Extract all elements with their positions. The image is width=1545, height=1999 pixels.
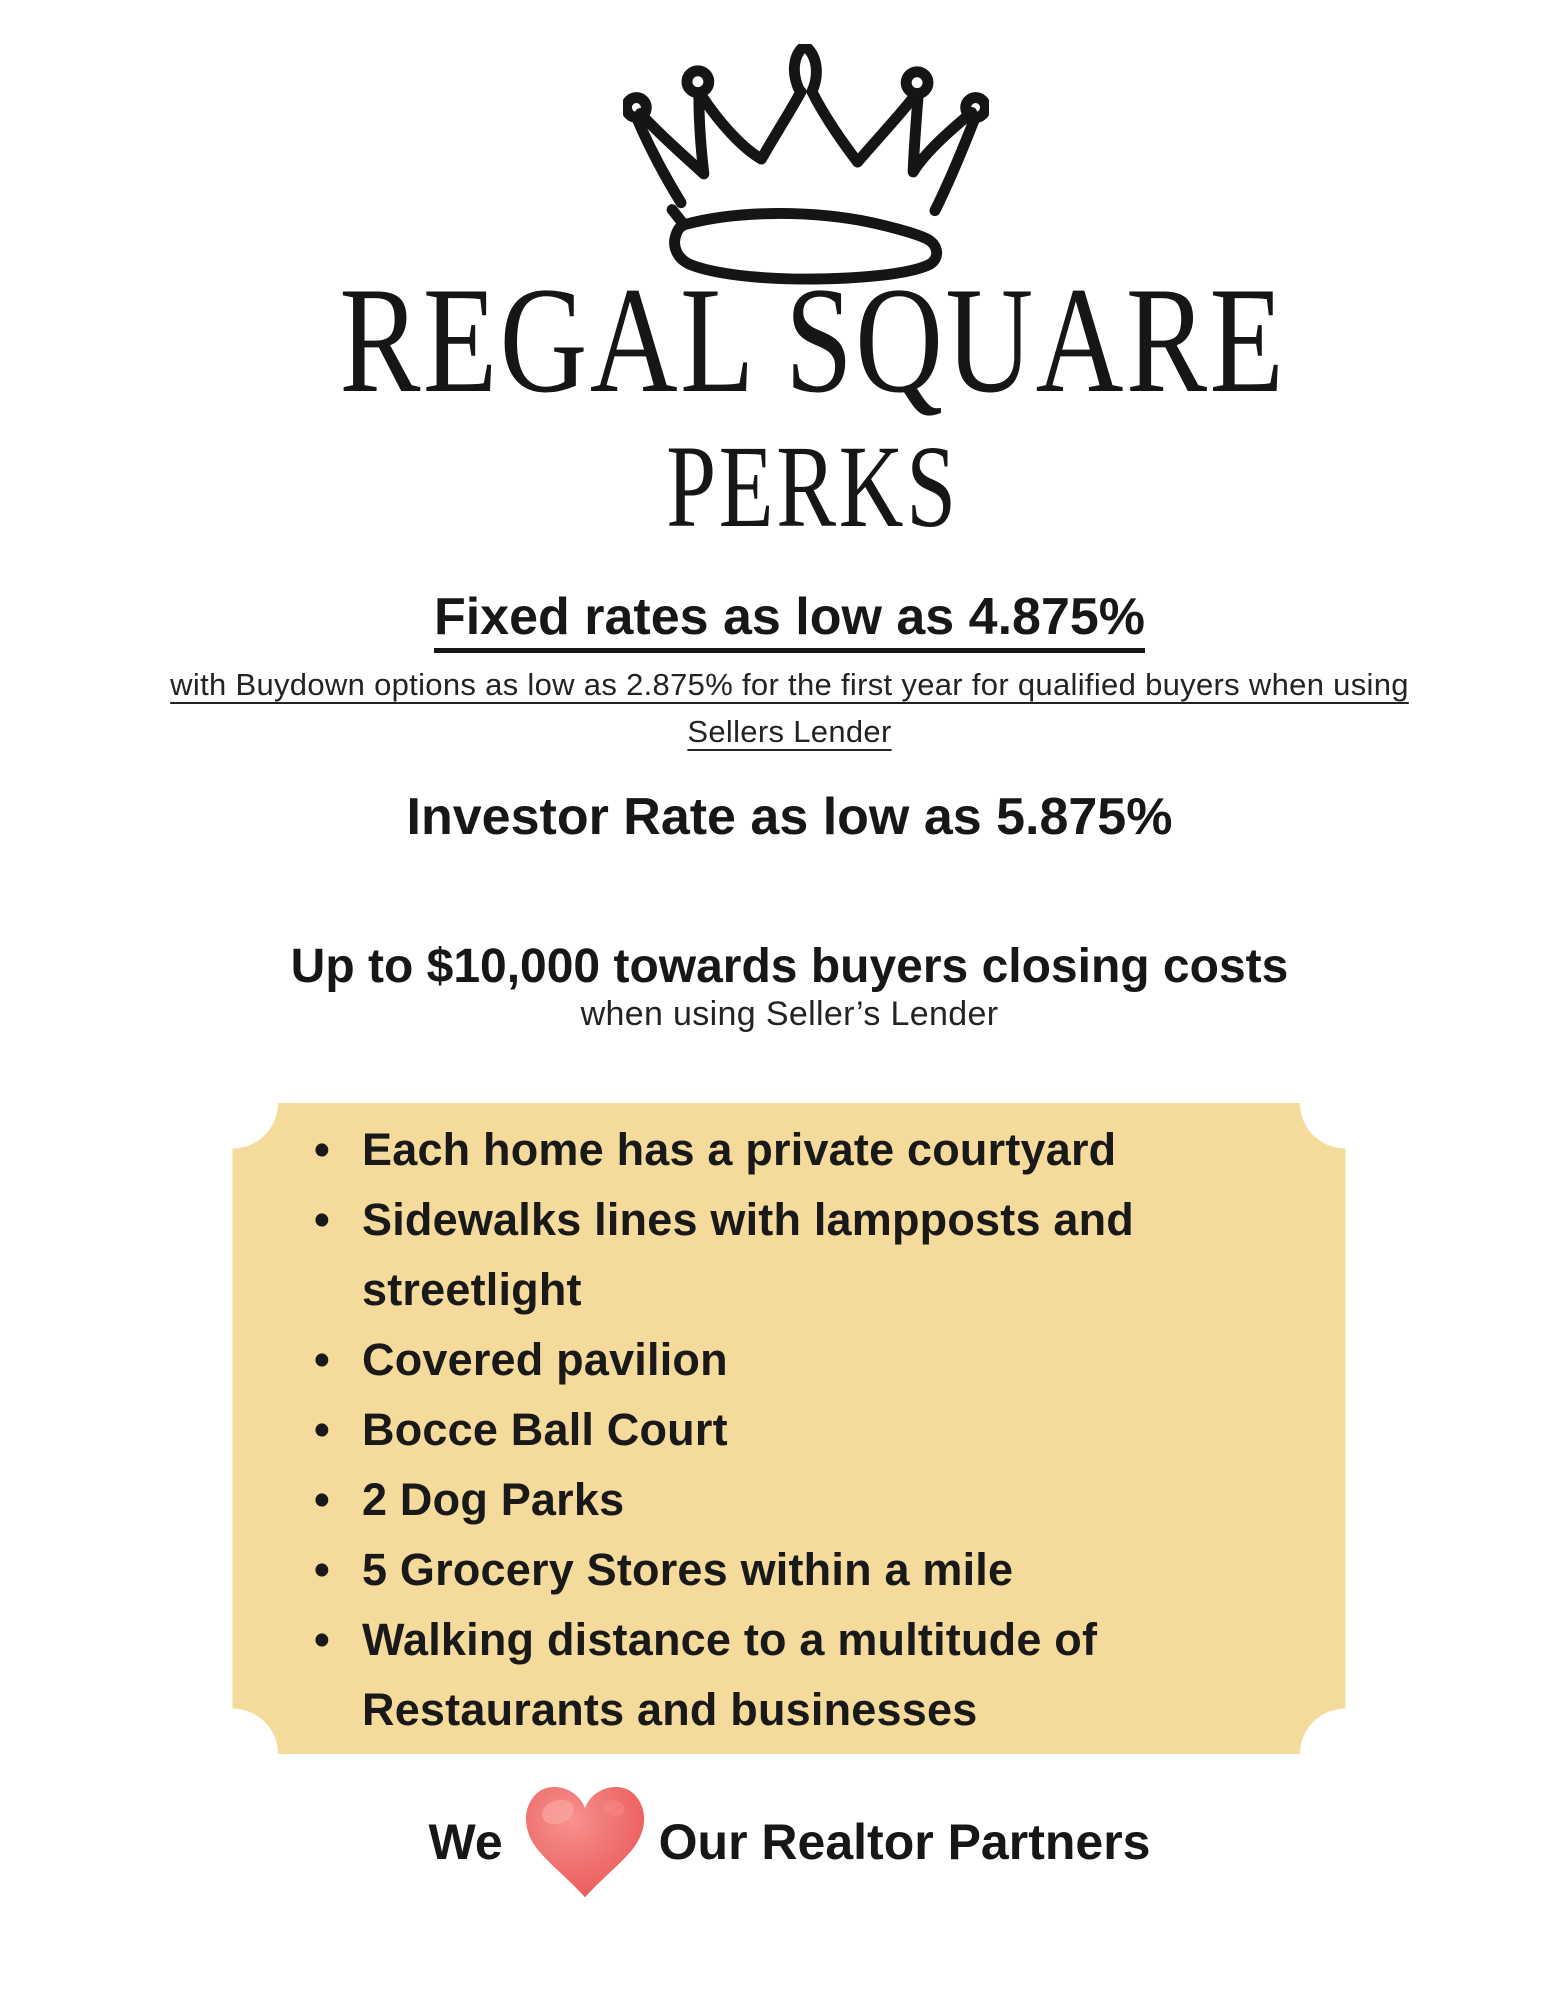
brand-name: REGAL SQUARE [40,264,1545,416]
perks-list: Each home has a private courtyard Sidewa… [232,1103,1345,1745]
closing-costs-note: when using Seller’s Lender [580,995,999,1033]
brand-name-text: REGAL SQUARE [339,256,1286,424]
perks-item: Each home has a private courtyard [232,1115,1317,1185]
buydown-note: with Buydown options as low as 2.875% fo… [170,667,1409,749]
perks-box: Each home has a private courtyard Sidewa… [232,1103,1345,1754]
fixed-rate-heading: Fixed rates as low as 4.875% [17,590,1545,653]
perks-item: Walking distance to a multitude of Resta… [232,1605,1317,1745]
perks-item: Sidewalks lines with lampposts and stree… [232,1185,1317,1325]
heart-icon [525,1787,644,1898]
closing-costs-heading: Up to $10,000 towards buyers closing cos… [290,940,1289,993]
brand-tagline: PERKS [40,428,1545,546]
realtor-partners-line: We Our Realtor Partners [17,1776,1545,1908]
perks-item: Covered pavilion [232,1325,1317,1395]
investor-rate-heading: Investor Rate as low as 5.875% [406,788,1173,846]
fixed-rate-text: Fixed rates as low as 4.875% [433,590,1146,653]
brand-tagline-text: PERKS [666,421,959,552]
perks-item: 5 Grocery Stores within a mile [232,1535,1317,1605]
perks-item: 2 Dog Parks [232,1465,1317,1535]
crown-icon [622,44,989,285]
footer-text-before: We [428,1814,503,1870]
footer-text-after: Our Realtor Partners [658,1814,1151,1870]
perks-item: Bocce Ball Court [232,1395,1317,1465]
